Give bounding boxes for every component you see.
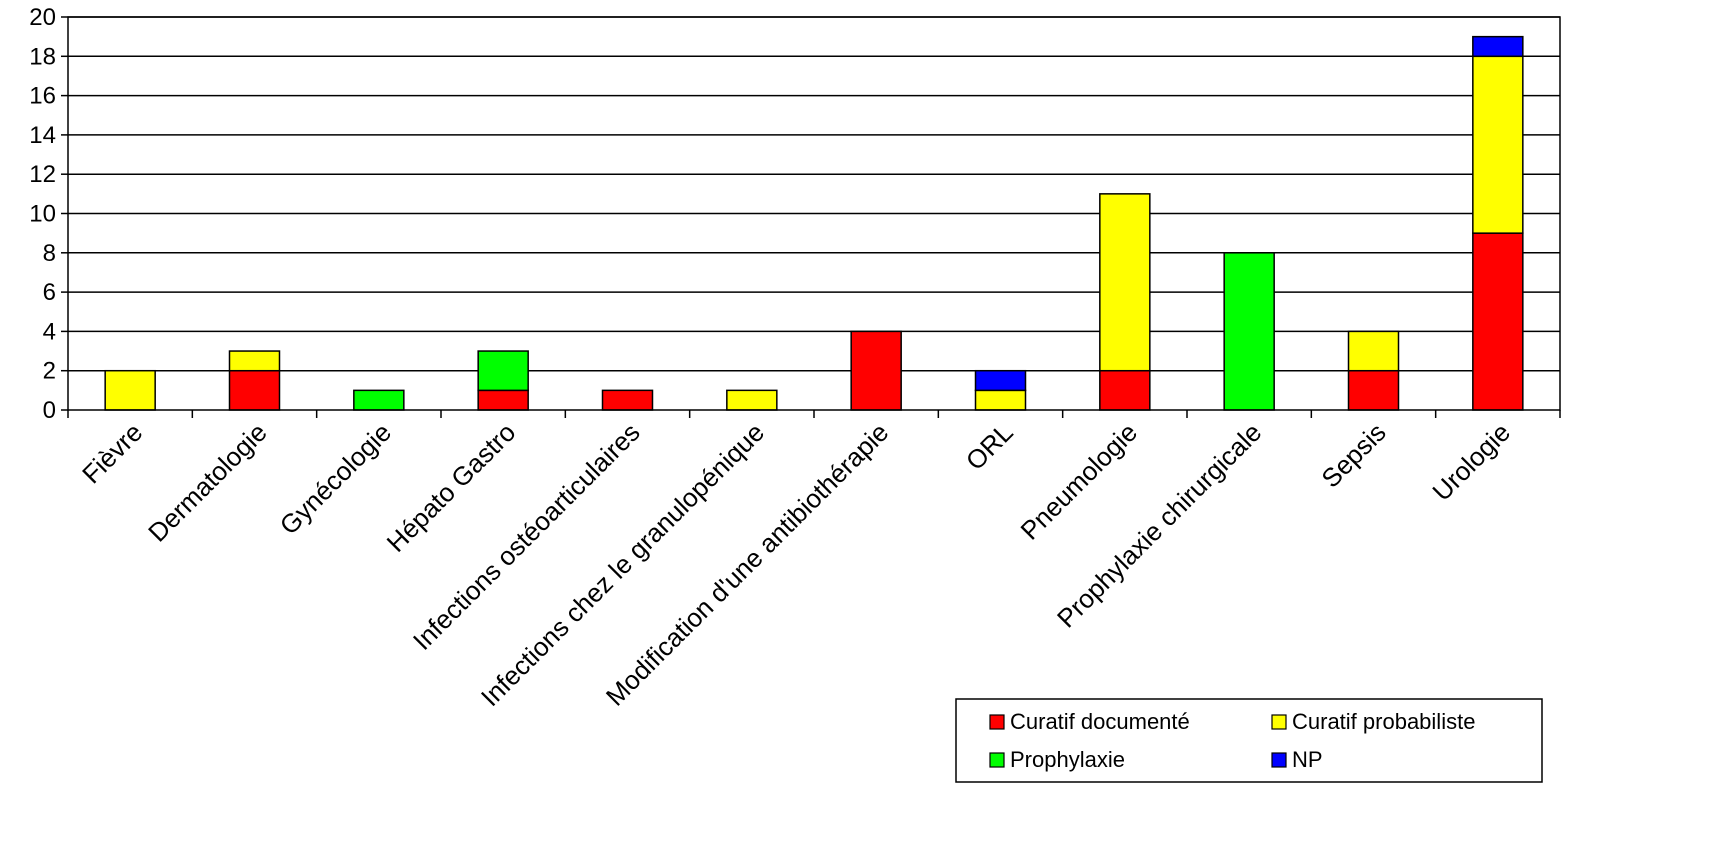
x-category-label: Dermatologie xyxy=(142,417,273,548)
bars xyxy=(104,35,1524,411)
y-tick-label: 2 xyxy=(43,358,56,385)
x-category-label: Gynécologie xyxy=(274,417,397,540)
y-tick-label: 16 xyxy=(29,83,56,110)
x-category-label: Urologie xyxy=(1426,417,1516,507)
y-tick-label: 4 xyxy=(43,318,56,345)
y-tick-label: 18 xyxy=(29,43,56,70)
x-category-label: Sepsis xyxy=(1315,417,1391,493)
bar-segment xyxy=(228,350,281,372)
y-tick-label: 12 xyxy=(29,161,56,188)
bar-segment xyxy=(353,389,405,411)
bar-segment xyxy=(228,369,281,411)
legend-swatch xyxy=(1271,714,1287,730)
bar-segment xyxy=(1099,369,1151,411)
axes xyxy=(61,16,1561,418)
bar-segment xyxy=(1099,193,1151,372)
bar-segment xyxy=(974,389,1027,411)
bar-segment xyxy=(104,369,156,411)
y-tick-label: 8 xyxy=(43,240,56,267)
legend-label: Curatif documenté xyxy=(1010,709,1190,734)
bar-segment xyxy=(974,369,1027,392)
x-category-label: Hépato Gastro xyxy=(381,417,522,558)
x-category-label: Modification d'une antibiothérapie xyxy=(600,417,895,712)
y-tick-label: 10 xyxy=(29,201,56,228)
x-category-label: Prophylaxie chirurgicale xyxy=(1051,417,1267,633)
x-category-label: ORL xyxy=(960,417,1019,476)
legend-box xyxy=(955,698,1543,783)
bar-segment xyxy=(850,330,902,411)
legend-label: Curatif probabiliste xyxy=(1292,709,1475,734)
legend-label: NP xyxy=(1292,747,1323,772)
legend-swatch xyxy=(1271,752,1287,768)
bar-segment xyxy=(726,389,778,411)
legend-swatch xyxy=(989,714,1005,730)
bar-segment xyxy=(1472,35,1524,58)
x-category-label: Infections ostéoarticulaires xyxy=(407,417,646,656)
gridlines xyxy=(68,16,1560,372)
y-tick-label: 20 xyxy=(29,4,56,31)
bar-segment xyxy=(1472,55,1524,234)
bar-segment xyxy=(1347,330,1400,372)
bar-segment xyxy=(1223,252,1275,411)
legend-label: Prophylaxie xyxy=(1010,747,1125,772)
legend: Curatif documenté Curatif probabiliste Pro… xyxy=(955,698,1543,783)
x-category-label: Pneumologie xyxy=(1015,417,1144,546)
x-category-label: Fièvre xyxy=(76,417,148,489)
bar-segment xyxy=(477,350,529,392)
legend-swatch xyxy=(989,752,1005,768)
y-tick-label: 0 xyxy=(43,397,56,424)
y-tick-label: 14 xyxy=(29,122,56,149)
y-tick-label: 6 xyxy=(43,279,56,306)
bar-segment xyxy=(1347,369,1400,411)
bar-segment xyxy=(1472,232,1524,411)
bar-segment xyxy=(601,389,654,411)
bar-segment xyxy=(477,389,529,411)
